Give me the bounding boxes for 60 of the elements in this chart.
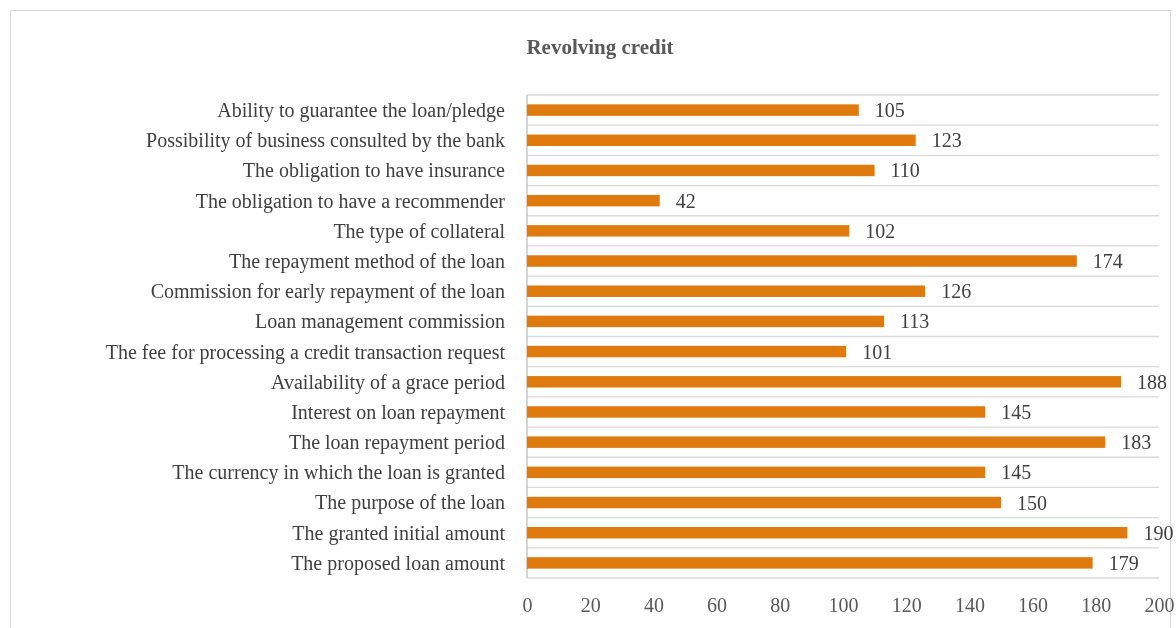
y-tick-label: Commission for early repayment of the loan [150,280,505,304]
data-label: 183 [1121,431,1152,454]
y-tick-label: Interest on loan repayment [291,400,506,424]
y-tick-label: The granted initial amount [292,521,506,545]
y-tick-label: Possibility of business consulted by the bank [146,129,505,153]
y-tick-label: The repayment method of the loan [228,249,505,273]
y-tick-label: The loan repayment period [288,431,505,455]
bar [527,406,986,418]
bar [527,134,916,147]
bar [527,526,1128,539]
bar [527,557,1093,569]
y-tick-label: The obligation to have a recommender [195,189,506,213]
bar [527,436,1106,448]
data-label: 110 [890,159,920,182]
bar [527,315,885,328]
x-tick-label: 100 [828,594,859,617]
y-tick-label: The purpose of the loan [315,491,505,515]
bar [527,376,1122,388]
data-label: 123 [931,129,962,152]
bar [527,466,986,479]
data-label: 190 [1143,521,1174,544]
bar [527,194,660,207]
x-tick-label: 120 [891,594,922,617]
x-tick-label: 40 [643,594,664,617]
data-label: 113 [900,310,930,333]
y-tick-label: The currency in which the loan is granted [172,461,505,485]
data-label: 174 [1092,250,1123,273]
x-tick-label: 140 [954,594,985,617]
y-tick-label: The obligation to have insurance [242,159,506,183]
x-tick-label: 20 [580,594,601,617]
y-tick-label: The type of collateral [333,219,506,243]
x-tick-label: 0 [522,594,533,617]
x-tick-label: 80 [770,594,791,617]
data-label: 188 [1137,370,1168,393]
x-tick-label: 60 [707,594,728,617]
bar [527,255,1077,267]
y-tick-label: Availability of a grace period [271,370,505,394]
data-label: 126 [941,280,972,303]
bar [527,164,875,177]
data-label: 145 [1001,400,1032,423]
bar [527,496,1001,509]
data-label: 102 [865,219,896,242]
bar [527,285,926,297]
y-tick-label: Ability to guarantee the loan/pledge [217,98,506,122]
y-tick-label: The fee for processing a credit transaction request [105,340,506,364]
y-tick-label: The proposed loan amount [291,551,506,575]
data-label: 42 [675,189,696,212]
data-label: 101 [862,340,893,363]
data-label: 179 [1108,551,1139,574]
bar [527,345,847,358]
data-label: 105 [874,99,905,122]
chart-title: Revolving credit [526,35,674,59]
x-tick-label: 200 [1144,594,1175,617]
x-tick-label: 180 [1081,594,1112,617]
bar [527,104,859,116]
x-tick-label: 160 [1018,594,1049,617]
y-tick-label: Loan management commission [255,310,505,334]
bar [527,225,850,237]
data-label: 145 [1001,461,1032,484]
data-label: 150 [1017,491,1047,514]
